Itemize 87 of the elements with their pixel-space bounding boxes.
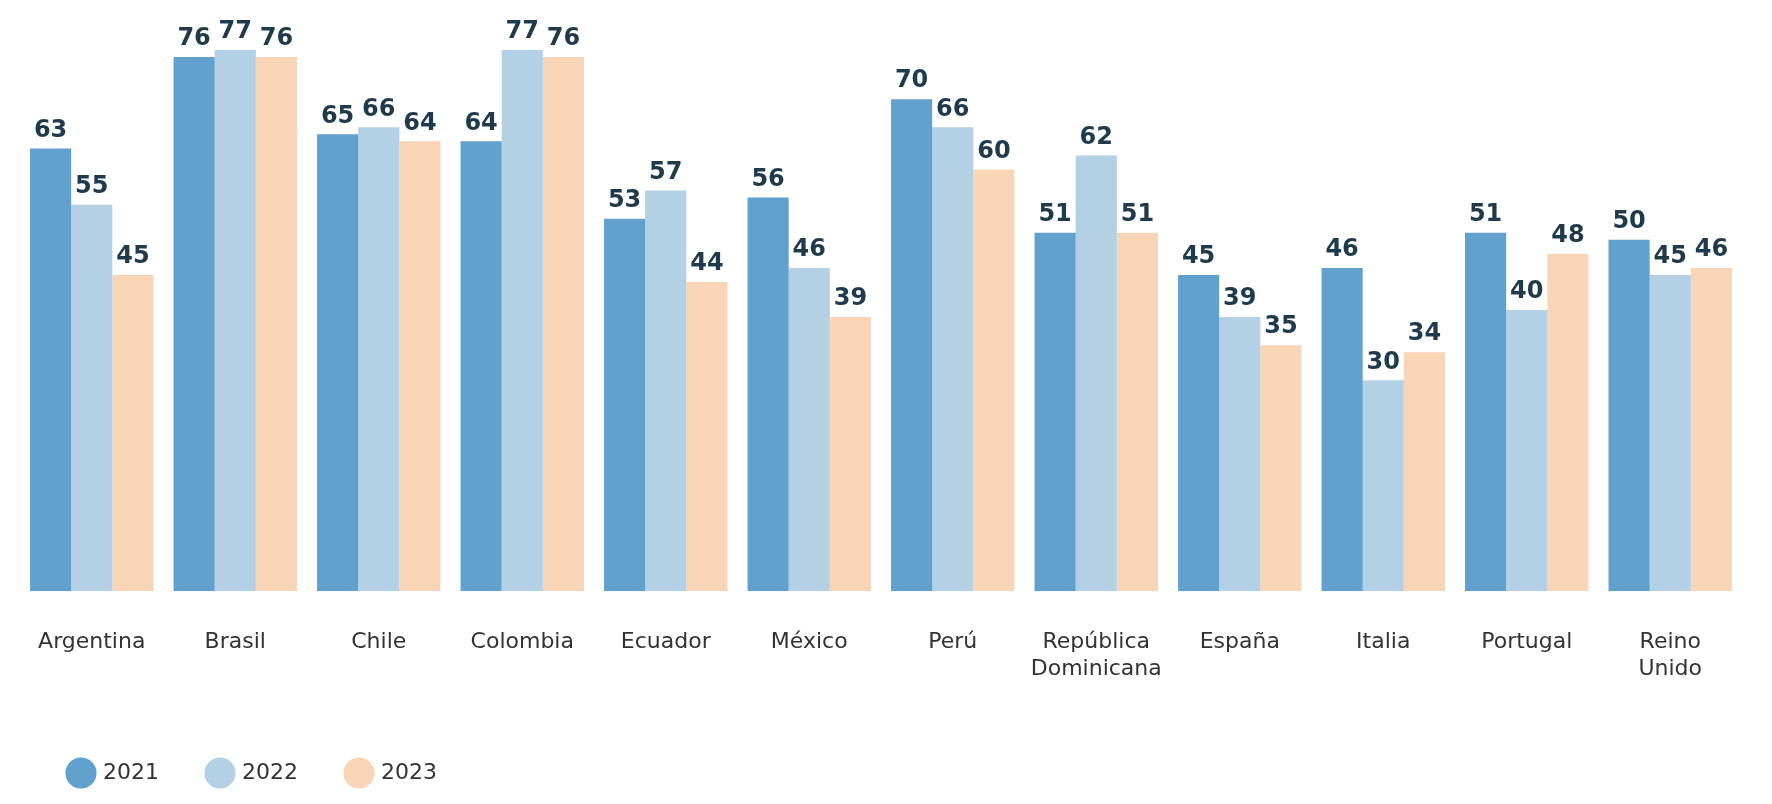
x-tick-label: Italia xyxy=(1356,628,1411,654)
data-label: 45 xyxy=(116,241,150,270)
data-label: 51 xyxy=(1468,198,1503,227)
data-label: 70 xyxy=(894,65,929,94)
data-label: 45 xyxy=(1653,241,1687,270)
data-label: 57 xyxy=(649,156,683,185)
x-tick-label: República Dominicana xyxy=(1030,628,1162,680)
bar xyxy=(1178,274,1220,592)
x-tick-label: España xyxy=(1199,628,1280,654)
data-label: 51 xyxy=(1038,198,1072,227)
x-tick-label: México xyxy=(770,628,848,654)
data-label: 46 xyxy=(1694,234,1729,263)
legend-label: 2021 xyxy=(103,758,159,784)
data-label: 51 xyxy=(1120,198,1155,227)
bar xyxy=(686,281,728,592)
data-label: 40 xyxy=(1510,276,1544,305)
bar xyxy=(1260,345,1302,592)
bar xyxy=(747,197,789,592)
legend-label: 2022 xyxy=(241,758,298,784)
bar xyxy=(932,127,974,592)
x-tick-label: Reino Unido xyxy=(1638,628,1703,680)
bar xyxy=(460,141,502,592)
bar xyxy=(604,218,646,592)
data-label: 66 xyxy=(936,93,970,122)
legend-label: 2023 xyxy=(380,758,437,784)
bar xyxy=(173,57,215,592)
data-label: 46 xyxy=(792,234,826,263)
bar xyxy=(1362,380,1404,592)
data-label: 64 xyxy=(464,107,498,136)
x-tick-label: Perú xyxy=(928,628,978,654)
x-tick-label: Argentina xyxy=(38,628,146,654)
bar xyxy=(1506,310,1548,592)
data-label: 64 xyxy=(403,107,437,136)
bar xyxy=(973,169,1015,592)
data-label: 62 xyxy=(1079,121,1113,150)
data-label: 77 xyxy=(505,16,539,45)
bar xyxy=(1608,239,1650,592)
bar xyxy=(1321,267,1363,592)
bar xyxy=(1547,253,1589,592)
bar xyxy=(1403,352,1445,592)
bar xyxy=(112,274,154,592)
bar xyxy=(1649,274,1691,592)
bar xyxy=(71,204,113,592)
bar xyxy=(1075,155,1117,592)
data-label: 56 xyxy=(751,163,785,192)
data-label: 76 xyxy=(546,23,581,52)
data-label: 48 xyxy=(1551,220,1585,249)
data-label: 63 xyxy=(33,114,68,143)
x-tick-label: Ecuador xyxy=(620,628,712,654)
bar xyxy=(788,267,830,592)
x-tick-label: Colombia xyxy=(470,628,574,654)
x-tick-label: Portugal xyxy=(1481,628,1573,654)
x-tick-label: Brasil xyxy=(204,628,266,654)
bar xyxy=(255,57,297,592)
data-label: 53 xyxy=(607,184,642,213)
data-label: 34 xyxy=(1407,318,1442,347)
bar xyxy=(1034,232,1076,592)
bar xyxy=(317,134,359,592)
bar xyxy=(1116,232,1158,592)
bar xyxy=(358,127,400,592)
bar xyxy=(501,50,543,592)
data-label: 76 xyxy=(259,23,294,52)
bar xyxy=(891,99,933,592)
bar xyxy=(214,50,256,592)
bar xyxy=(542,57,584,592)
data-label: 39 xyxy=(1223,283,1257,312)
bar xyxy=(645,190,687,592)
bar xyxy=(829,317,871,592)
data-label: 65 xyxy=(320,100,355,129)
bar xyxy=(1690,267,1732,592)
data-label: 35 xyxy=(1264,311,1298,340)
data-label: 50 xyxy=(1612,206,1646,235)
data-label: 46 xyxy=(1325,234,1359,263)
data-label: 45 xyxy=(1181,241,1216,270)
data-label: 77 xyxy=(218,16,252,45)
data-label: 66 xyxy=(362,93,396,122)
data-label: 30 xyxy=(1366,346,1400,375)
data-label: 60 xyxy=(977,135,1011,164)
bar xyxy=(1219,317,1261,592)
data-label: 39 xyxy=(833,283,868,312)
data-label: 55 xyxy=(75,170,109,199)
data-label: 76 xyxy=(177,23,211,52)
bar xyxy=(30,148,72,592)
data-label: 44 xyxy=(690,248,724,277)
bar xyxy=(1465,232,1507,592)
x-tick-label: Chile xyxy=(351,628,407,654)
bar xyxy=(399,141,441,592)
